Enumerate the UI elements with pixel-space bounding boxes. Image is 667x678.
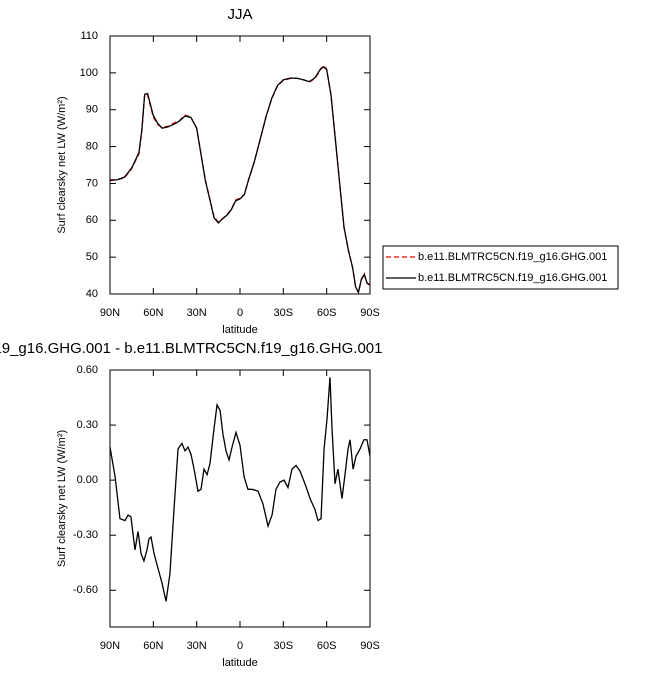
- y-tick-label: -0.60: [73, 584, 98, 596]
- x-tick-label: 0: [237, 307, 243, 319]
- x-tick-label: 30N: [187, 307, 207, 319]
- x-tick-label: 60N: [143, 640, 163, 652]
- y-tick-label: 90: [86, 104, 98, 116]
- x-tick-label: 30N: [187, 640, 207, 652]
- y-axis-title: Surf clearsky net LW (W/m²): [56, 96, 68, 233]
- x-tick-label: 90S: [360, 307, 380, 319]
- chart-title: l1.BLMTRC5CN.f19_g16.GHG.001 - b.e11.BLM…: [0, 340, 382, 357]
- x-tick-label: 90N: [100, 640, 120, 652]
- x-axis-title: latitude: [222, 657, 257, 669]
- x-tick-label: 30S: [274, 307, 294, 319]
- y-tick-label: 60: [86, 214, 98, 226]
- y-tick-label: 0.00: [77, 474, 98, 486]
- x-tick-label: 60S: [317, 640, 337, 652]
- x-tick-label: 60N: [143, 307, 163, 319]
- data-line: [109, 377, 371, 602]
- legend-label: b.e11.BLMTRC5CN.f19_g16.GHG.001: [418, 272, 607, 284]
- legend-box: [382, 245, 619, 290]
- x-tick-label: 60S: [317, 307, 337, 319]
- y-tick-label: 110: [80, 30, 98, 42]
- y-tick-label: 40: [86, 288, 98, 300]
- data-line: [109, 66, 371, 295]
- chart-title: JJA: [227, 6, 252, 23]
- y-tick-label: 0.30: [77, 419, 98, 431]
- x-tick-label: 0: [237, 640, 243, 652]
- y-tick-label: 70: [86, 177, 98, 189]
- x-tick-label: 30S: [274, 640, 294, 652]
- x-axis-title: latitude: [222, 324, 257, 336]
- y-tick-label: 50: [86, 251, 98, 263]
- x-tick-label: 90S: [360, 640, 380, 652]
- legend-label: b.e11.BLMTRC5CN.f19_g16.GHG.001: [418, 251, 607, 263]
- y-axis-title: Surf clearsky net LW (W/m²): [56, 430, 68, 567]
- y-tick-label: 100: [80, 67, 98, 79]
- plot-frame: [109, 35, 371, 295]
- x-tick-label: 90N: [100, 307, 120, 319]
- y-tick-label: 0.60: [77, 364, 98, 376]
- y-tick-label: 80: [86, 140, 98, 152]
- y-tick-label: -0.30: [73, 529, 98, 541]
